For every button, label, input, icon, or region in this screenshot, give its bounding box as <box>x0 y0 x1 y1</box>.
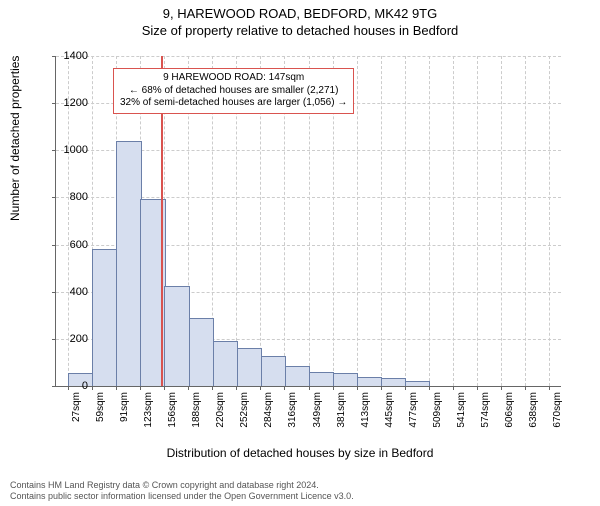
y-tick-label: 400 <box>48 286 88 298</box>
histogram-bar <box>405 381 431 386</box>
gridline-vertical <box>381 56 382 386</box>
x-tick-mark <box>381 386 382 390</box>
x-axis-label: Distribution of detached houses by size … <box>0 446 600 460</box>
gridline-vertical <box>405 56 406 386</box>
x-tick-mark <box>116 386 117 390</box>
histogram-bar <box>116 141 142 386</box>
gridline-vertical <box>549 56 550 386</box>
x-tick-label: 252sqm <box>239 392 250 428</box>
y-tick-label: 1200 <box>48 97 88 109</box>
x-tick-label: 638sqm <box>528 392 539 428</box>
plot-region: 9 HAREWOOD ROAD: 147sqm← 68% of detached… <box>55 56 561 387</box>
histogram-bar <box>164 286 190 386</box>
x-tick-label: 509sqm <box>432 392 443 428</box>
x-tick-mark <box>501 386 502 390</box>
x-tick-label: 59sqm <box>95 392 106 422</box>
x-tick-label: 27sqm <box>71 392 82 422</box>
x-tick-label: 413sqm <box>360 392 371 428</box>
x-tick-mark <box>188 386 189 390</box>
y-tick-label: 1400 <box>48 50 88 62</box>
x-tick-label: 188sqm <box>191 392 202 428</box>
histogram-bar <box>189 318 215 386</box>
histogram-bar <box>261 356 287 386</box>
gridline-vertical <box>477 56 478 386</box>
x-tick-label: 349sqm <box>312 392 323 428</box>
chart-title-main: 9, HAREWOOD ROAD, BEDFORD, MK42 9TG <box>0 6 600 21</box>
x-tick-mark <box>549 386 550 390</box>
x-tick-mark <box>477 386 478 390</box>
footer-line-2: Contains public sector information licen… <box>10 491 590 502</box>
y-tick-label: 800 <box>48 191 88 203</box>
footer-line-1: Contains HM Land Registry data © Crown c… <box>10 480 590 491</box>
x-tick-mark <box>333 386 334 390</box>
x-tick-label: 445sqm <box>384 392 395 428</box>
x-tick-label: 381sqm <box>336 392 347 428</box>
gridline-vertical <box>357 56 358 386</box>
x-tick-mark <box>453 386 454 390</box>
x-tick-mark <box>164 386 165 390</box>
x-tick-label: 156sqm <box>167 392 178 428</box>
annotation-line: 9 HAREWOOD ROAD: 147sqm <box>120 72 347 85</box>
x-tick-label: 284sqm <box>263 392 274 428</box>
histogram-bar <box>309 372 335 386</box>
x-tick-mark <box>284 386 285 390</box>
x-tick-label: 123sqm <box>143 392 154 428</box>
x-tick-mark <box>309 386 310 390</box>
x-tick-mark <box>212 386 213 390</box>
annotation-box: 9 HAREWOOD ROAD: 147sqm← 68% of detached… <box>113 68 354 114</box>
chart-area: 9 HAREWOOD ROAD: 147sqm← 68% of detached… <box>55 56 560 386</box>
y-tick-label: 0 <box>48 380 88 392</box>
x-tick-mark <box>140 386 141 390</box>
x-tick-label: 606sqm <box>504 392 515 428</box>
x-tick-label: 220sqm <box>215 392 226 428</box>
x-tick-mark <box>405 386 406 390</box>
gridline-vertical <box>429 56 430 386</box>
x-tick-mark <box>236 386 237 390</box>
y-tick-label: 600 <box>48 239 88 251</box>
x-tick-label: 477sqm <box>408 392 419 428</box>
gridline-vertical <box>525 56 526 386</box>
x-tick-label: 670sqm <box>552 392 563 428</box>
histogram-bar <box>357 377 383 386</box>
footer-attribution: Contains HM Land Registry data © Crown c… <box>10 480 590 502</box>
x-tick-mark <box>525 386 526 390</box>
x-tick-label: 541sqm <box>456 392 467 428</box>
gridline-vertical <box>501 56 502 386</box>
gridline-vertical <box>453 56 454 386</box>
histogram-bar <box>213 341 239 386</box>
x-tick-label: 91sqm <box>119 392 130 422</box>
x-tick-mark <box>92 386 93 390</box>
y-tick-label: 200 <box>48 333 88 345</box>
y-axis-label: Number of detached properties <box>8 56 22 221</box>
annotation-line: 32% of semi-detached houses are larger (… <box>120 97 347 110</box>
histogram-bar <box>237 348 263 386</box>
histogram-bar <box>333 373 359 386</box>
x-tick-mark <box>260 386 261 390</box>
x-tick-mark <box>429 386 430 390</box>
annotation-line: ← 68% of detached houses are smaller (2,… <box>120 85 347 98</box>
x-tick-label: 316sqm <box>287 392 298 428</box>
x-tick-label: 574sqm <box>480 392 491 428</box>
histogram-bar <box>285 366 311 386</box>
histogram-bar <box>381 378 407 386</box>
chart-title-sub: Size of property relative to detached ho… <box>0 23 600 38</box>
y-tick-label: 1000 <box>48 144 88 156</box>
histogram-bar <box>92 249 118 386</box>
x-tick-mark <box>357 386 358 390</box>
